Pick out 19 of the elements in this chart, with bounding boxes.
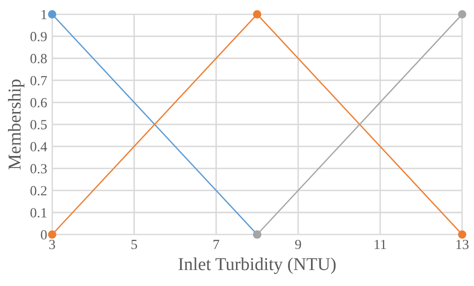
y-tick-label: 0.5 (30, 120, 47, 130)
x-tick-label: 9 (295, 240, 302, 250)
y-tick-label: 0.2 (30, 186, 47, 196)
x-tick-label: 7 (214, 240, 220, 250)
y-tick-label: 0.7 (30, 76, 47, 86)
x-tick-label: 3 (49, 240, 56, 250)
x-tick-label: 5 (131, 240, 138, 250)
y-axis-title: Membership (8, 79, 24, 170)
x-axis-title: Inlet Turbidity (NTU) (178, 258, 336, 274)
y-tick-label: 1 (42, 10, 46, 20)
y-tick-label: 0.9 (30, 32, 47, 42)
y-tick-label: 0.3 (30, 164, 47, 174)
y-tick-label: 0.1 (30, 208, 46, 218)
x-tick-label: 13 (456, 240, 469, 250)
x-tick-label: 11 (374, 240, 386, 250)
y-tick-label: 0 (40, 230, 47, 240)
y-tick-label: 0.6 (30, 98, 47, 108)
y-tick-label: 0.4 (30, 142, 48, 152)
y-tick-label: 0.8 (30, 54, 47, 64)
